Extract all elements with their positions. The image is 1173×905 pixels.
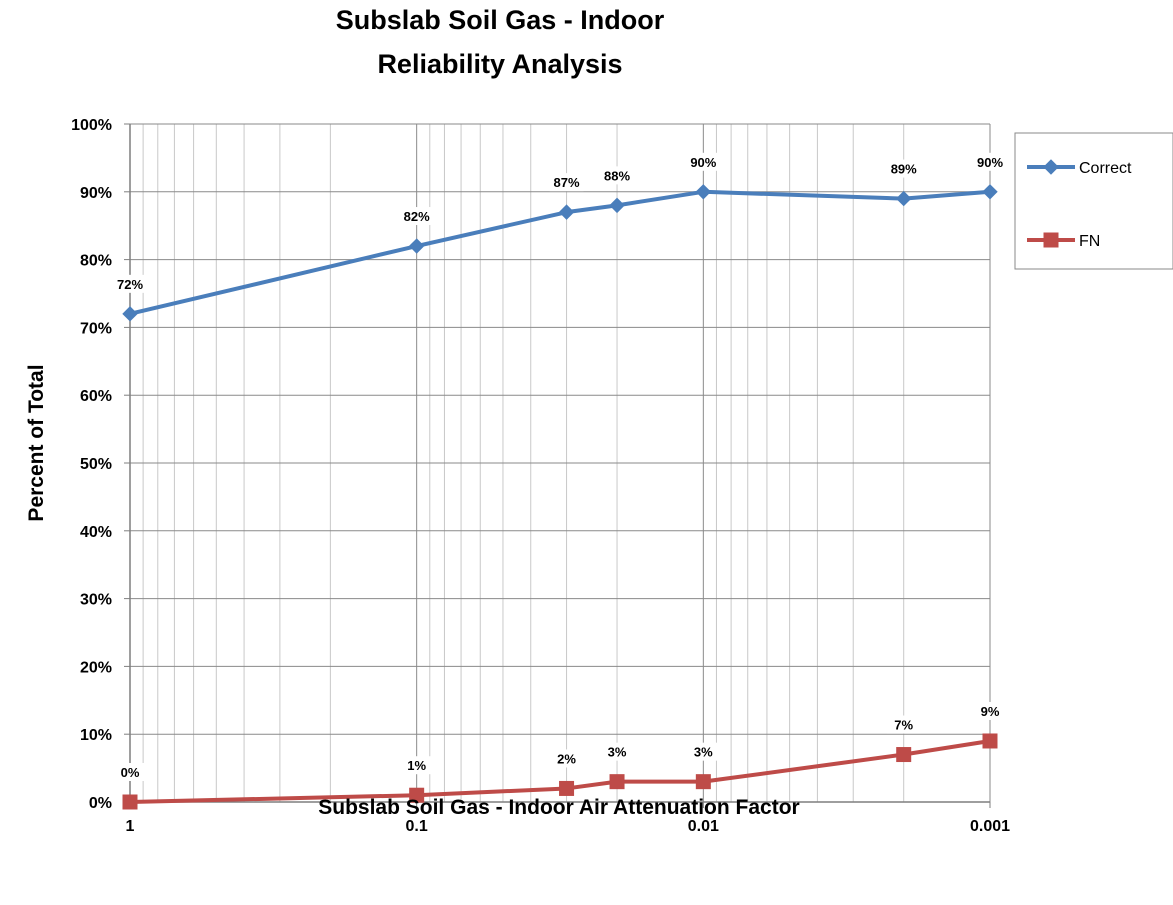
x-tick-label: 0.01 (688, 818, 719, 835)
data-point-fn (695, 774, 711, 790)
data-point-correct (122, 306, 138, 322)
data-point-fn (122, 794, 138, 810)
series-layer (122, 184, 998, 810)
data-label-background (549, 749, 584, 768)
data-label-fn: 2% (557, 751, 576, 766)
legend-marker-correct (1043, 159, 1059, 175)
y-tick-label: 90% (80, 185, 112, 202)
chart-title-line-1: Subslab Soil Gas - Indoor (336, 5, 665, 35)
data-label-background (600, 166, 635, 185)
data-label-background (686, 152, 721, 171)
data-label-fn: 7% (894, 718, 913, 733)
data-label-correct: 72% (117, 277, 143, 292)
data-label-fn: 1% (407, 758, 426, 773)
data-label-background (886, 715, 921, 734)
data-label-correct: 90% (690, 155, 716, 170)
data-label-background (399, 207, 434, 226)
x-tick-label: 1 (126, 818, 135, 835)
data-label-background (113, 763, 147, 781)
data-label-fn: 9% (981, 704, 1000, 719)
data-point-fn (559, 780, 575, 796)
data-label-background (549, 173, 584, 192)
legend: Correct FN (1014, 132, 1173, 270)
data-label-background (399, 756, 434, 775)
data-label-correct: 88% (604, 168, 630, 183)
y-tick-label: 70% (80, 320, 112, 337)
y-tick-label: 30% (80, 592, 112, 609)
chart-title-line-2: Reliability Analysis (377, 49, 622, 79)
legend-label-fn: FN (1079, 233, 1100, 250)
data-label-fn: 3% (608, 745, 627, 760)
y-tick-label: 10% (80, 727, 112, 744)
y-tick-label: 40% (80, 524, 112, 541)
x-axis-title: Subslab Soil Gas - Indoor Air Attenuatio… (318, 796, 799, 819)
data-label-background (113, 274, 147, 293)
data-point-correct (558, 204, 575, 220)
data-label-fn: 3% (694, 745, 713, 760)
y-tick-label: 20% (80, 659, 112, 676)
y-tick-label: 0% (89, 795, 112, 812)
data-label-background (973, 152, 1007, 171)
x-tick-label: 0.1 (406, 818, 428, 835)
tick-labels: 0% 10% 20% 30% 40% 50% 60% 70% 80% 90% 100% 1 0.1 0.0… (71, 117, 1010, 835)
data-point-correct (982, 184, 998, 200)
data-point-correct (408, 238, 425, 254)
y-tick-label: 50% (80, 456, 112, 473)
data-label-correct: 82% (404, 209, 430, 224)
data-point-fn (982, 733, 998, 749)
data-label-background (973, 701, 1007, 720)
plot-axes (124, 123, 991, 808)
data-label-background (600, 742, 635, 761)
data-point-fn (896, 747, 912, 763)
legend-label-correct: Correct (1079, 160, 1132, 177)
data-label-correct: 89% (891, 162, 917, 177)
data-point-fn (409, 787, 425, 803)
x-tick-label: 0.001 (970, 818, 1010, 835)
legend-box (1014, 132, 1173, 270)
data-point-fn (609, 774, 625, 790)
y-tick-label: 100% (71, 117, 112, 134)
data-labels: 72% 82% 87% 88% 90% 89% 90% 0% 1% 2% 3% 3% 7% 9% (113, 152, 1007, 781)
data-point-correct (695, 184, 712, 200)
data-point-correct (895, 190, 912, 207)
data-label-background (686, 742, 721, 761)
data-point-correct (609, 197, 625, 214)
data-label-fn: 0% (121, 765, 140, 780)
y-tick-label: 60% (80, 388, 112, 405)
y-axis-title: Percent of Total (25, 364, 48, 521)
data-label-background (886, 159, 921, 178)
data-label-correct: 87% (554, 175, 580, 190)
data-label-correct: 90% (977, 155, 1003, 170)
y-tick-label: 80% (80, 253, 112, 270)
legend-marker-fn (1043, 232, 1059, 248)
